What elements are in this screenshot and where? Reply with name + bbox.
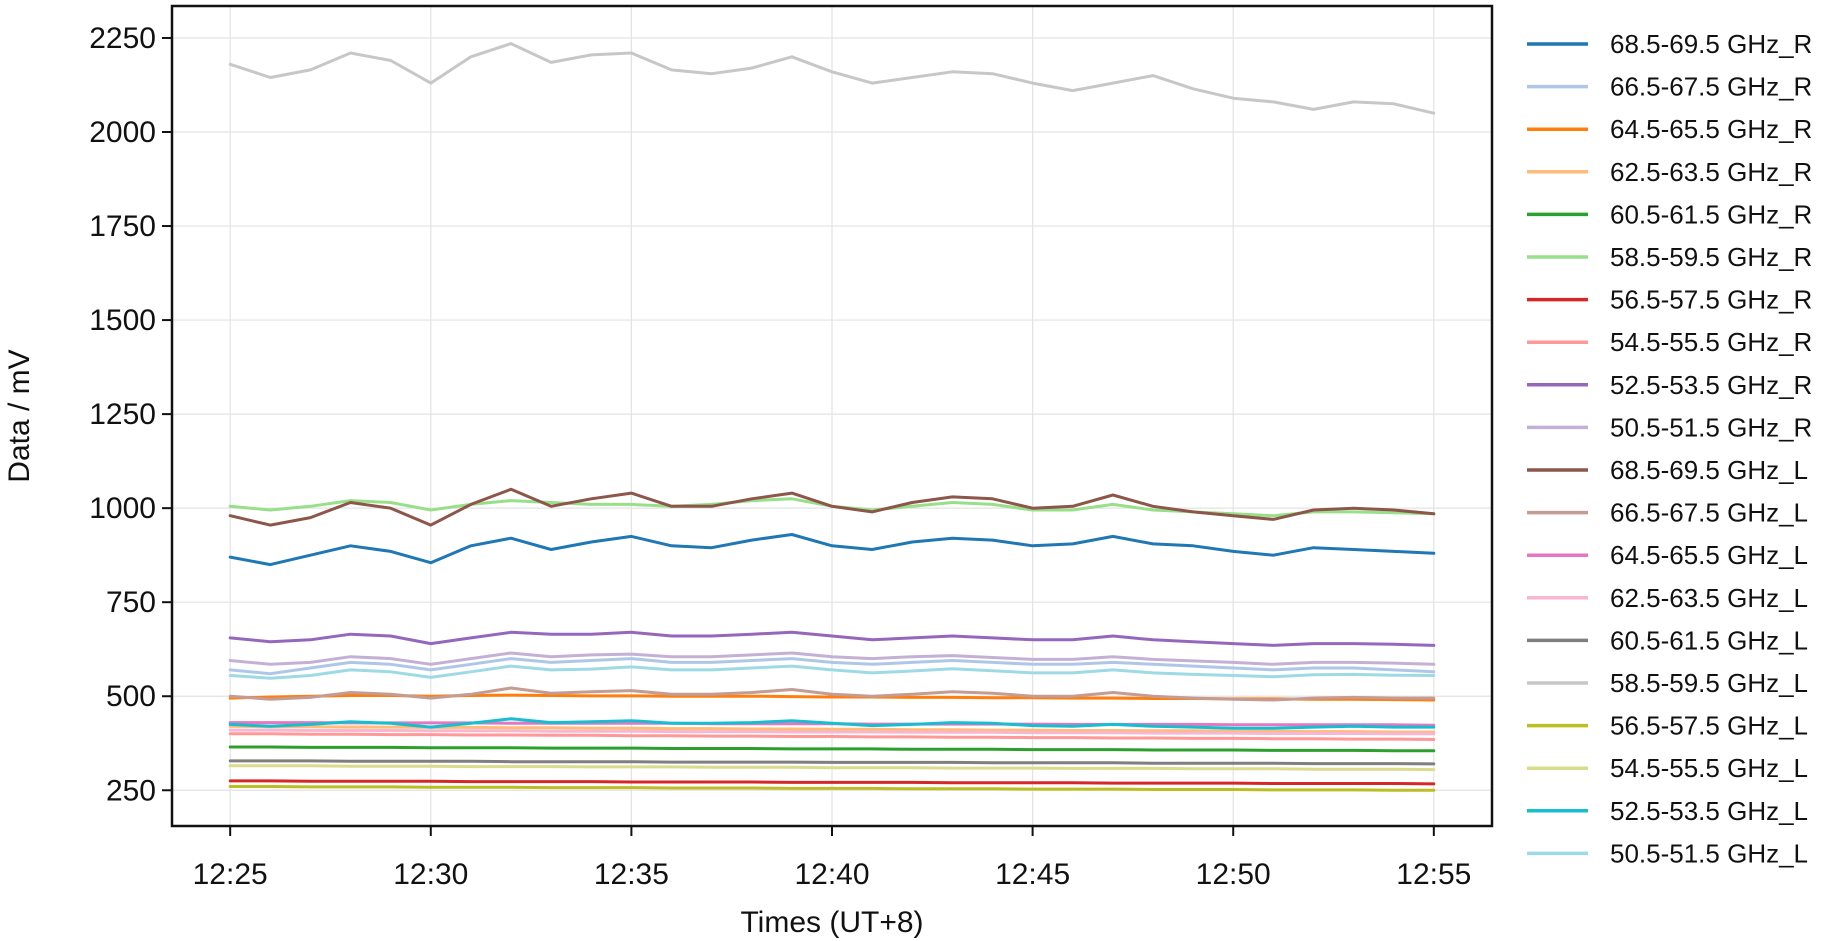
series-line-8 bbox=[228, 732, 1436, 741]
legend-entry-label: 50.5-51.5 GHz_R bbox=[1610, 412, 1812, 442]
legend-entry-label: 68.5-69.5 GHz_L bbox=[1610, 455, 1808, 485]
y-tick-label: 2000 bbox=[89, 116, 156, 149]
series-line-9 bbox=[228, 630, 1436, 647]
legend-entry-label: 58.5-59.5 GHz_L bbox=[1610, 668, 1808, 698]
x-axis-label: Times (UT+8) bbox=[740, 906, 923, 939]
y-tick-label: 1500 bbox=[89, 304, 156, 337]
legend-entry-label: 66.5-67.5 GHz_L bbox=[1610, 498, 1808, 528]
legend-entry-label: 56.5-57.5 GHz_R bbox=[1610, 285, 1812, 315]
x-tick-label: 12:30 bbox=[393, 858, 468, 891]
legend: 68.5-69.5 GHz_R 66.5-67.5 GHz_R 64.5-65.5 … bbox=[1527, 29, 1812, 868]
y-axis: 250 500 750 1000 1250 1500 1750 2000 2250 bbox=[89, 22, 172, 807]
legend-entry-label: 50.5-51.5 GHz_L bbox=[1610, 838, 1808, 868]
plot-area bbox=[228, 42, 1436, 792]
legend-entry-label: 64.5-65.5 GHz_L bbox=[1610, 540, 1808, 570]
series-line-17 bbox=[228, 785, 1436, 792]
y-tick-label: 2250 bbox=[89, 22, 156, 55]
y-tick-label: 500 bbox=[106, 680, 156, 713]
y-tick-label: 1000 bbox=[89, 492, 156, 525]
legend-entry-label: 64.5-65.5 GHz_R bbox=[1610, 114, 1812, 144]
x-tick-label: 12:35 bbox=[594, 858, 669, 891]
x-tick-label: 12:40 bbox=[794, 858, 869, 891]
x-tick-label: 12:55 bbox=[1396, 858, 1471, 891]
legend-entry-label: 62.5-63.5 GHz_R bbox=[1610, 157, 1812, 187]
series-line-7 bbox=[228, 779, 1436, 786]
legend-entry-label: 60.5-61.5 GHz_L bbox=[1610, 625, 1808, 655]
series-line-11 bbox=[228, 487, 1436, 527]
x-axis: 12:25 12:30 12:35 12:40 12:45 12:50 12:55 bbox=[193, 826, 1471, 891]
series-line-1 bbox=[228, 533, 1436, 567]
y-tick-label: 250 bbox=[106, 774, 156, 807]
y-tick-label: 1250 bbox=[89, 398, 156, 431]
legend-entry-label: 54.5-55.5 GHz_R bbox=[1610, 327, 1812, 357]
legend-entry-label: 60.5-61.5 GHz_R bbox=[1610, 199, 1812, 229]
x-tick-label: 12:50 bbox=[1196, 858, 1271, 891]
y-axis-label: Data / mV bbox=[3, 349, 36, 482]
series-line-18 bbox=[228, 764, 1436, 772]
legend-entry-label: 52.5-53.5 GHz_L bbox=[1610, 796, 1808, 826]
legend-entry-label: 52.5-53.5 GHz_R bbox=[1610, 370, 1812, 400]
x-tick-label: 12:25 bbox=[193, 858, 268, 891]
series-line-10 bbox=[228, 651, 1436, 666]
x-tick-label: 12:45 bbox=[995, 858, 1070, 891]
series-line-14 bbox=[228, 728, 1436, 736]
legend-entry-label: 56.5-57.5 GHz_L bbox=[1610, 711, 1808, 741]
series-line-15 bbox=[228, 759, 1436, 766]
series-line-16 bbox=[228, 42, 1436, 115]
series-line-5 bbox=[228, 745, 1436, 753]
series-line-20 bbox=[228, 664, 1436, 680]
y-tick-label: 750 bbox=[106, 586, 156, 619]
legend-entry-label: 58.5-59.5 GHz_R bbox=[1610, 242, 1812, 272]
series-line-19 bbox=[228, 717, 1436, 730]
legend-entry-label: 62.5-63.5 GHz_L bbox=[1610, 583, 1808, 613]
series-line-12 bbox=[228, 686, 1436, 702]
legend-entry-label: 54.5-55.5 GHz_L bbox=[1610, 753, 1808, 783]
y-tick-label: 1750 bbox=[89, 210, 156, 243]
legend-entry-label: 66.5-67.5 GHz_R bbox=[1610, 72, 1812, 102]
legend-entry-label: 68.5-69.5 GHz_R bbox=[1610, 29, 1812, 59]
series-line-2 bbox=[228, 657, 1436, 676]
